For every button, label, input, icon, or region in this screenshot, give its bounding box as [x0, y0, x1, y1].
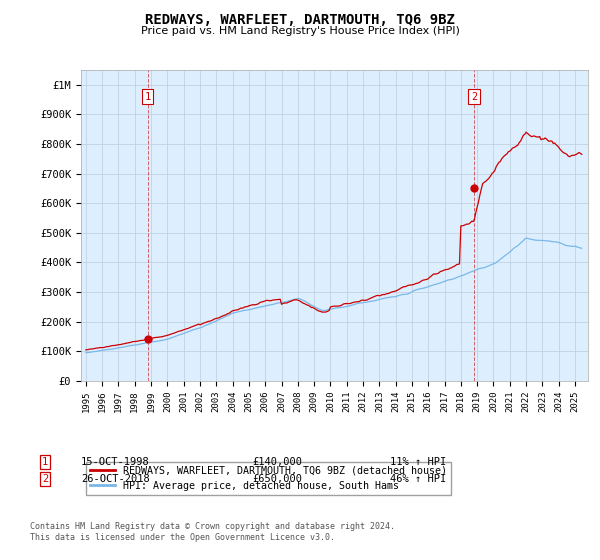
Text: 2: 2 — [471, 92, 478, 102]
Text: 2: 2 — [42, 474, 48, 484]
Text: Price paid vs. HM Land Registry's House Price Index (HPI): Price paid vs. HM Land Registry's House … — [140, 26, 460, 36]
Legend: REDWAYS, WARFLEET, DARTMOUTH, TQ6 9BZ (detached house), HPI: Average price, deta: REDWAYS, WARFLEET, DARTMOUTH, TQ6 9BZ (d… — [86, 462, 451, 495]
Text: REDWAYS, WARFLEET, DARTMOUTH, TQ6 9BZ: REDWAYS, WARFLEET, DARTMOUTH, TQ6 9BZ — [145, 13, 455, 27]
Text: 46% ↑ HPI: 46% ↑ HPI — [390, 474, 446, 484]
Text: 11% ↑ HPI: 11% ↑ HPI — [390, 457, 446, 467]
Text: 1: 1 — [145, 92, 151, 102]
Text: 15-OCT-1998: 15-OCT-1998 — [81, 457, 150, 467]
Text: Contains HM Land Registry data © Crown copyright and database right 2024.
This d: Contains HM Land Registry data © Crown c… — [30, 522, 395, 542]
Text: 1: 1 — [42, 457, 48, 467]
Text: 26-OCT-2018: 26-OCT-2018 — [81, 474, 150, 484]
Text: £140,000: £140,000 — [252, 457, 302, 467]
Text: £650,000: £650,000 — [252, 474, 302, 484]
